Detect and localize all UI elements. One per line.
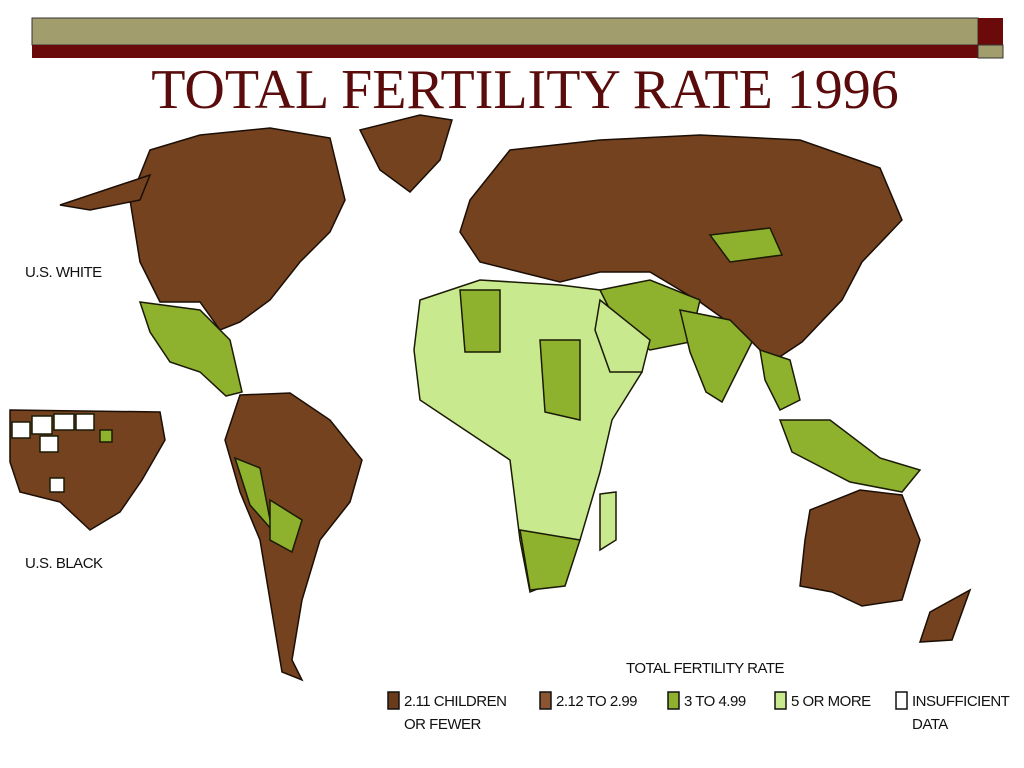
legend: 2.11 CHILDREN OR FEWER 2.12 TO 2.99 3 TO 4.…	[387, 691, 1010, 733]
state	[39, 435, 59, 453]
title: TOTAL FERTILITY RATE 1996	[151, 59, 899, 121]
state	[99, 429, 113, 443]
legend-swatch	[667, 691, 680, 710]
header-square	[977, 44, 1004, 59]
legend-label: INSUFFICIENT	[912, 693, 1010, 710]
india	[678, 309, 753, 404]
australia	[799, 489, 921, 607]
map-label: U.S. WHITE	[25, 264, 102, 281]
sudan	[539, 339, 581, 421]
legend-swatch	[895, 691, 908, 710]
header-bar	[31, 17, 979, 46]
central-america	[138, 301, 243, 397]
state	[75, 413, 95, 431]
arabia	[594, 298, 651, 373]
state	[53, 413, 75, 431]
bolivia	[269, 498, 303, 554]
state	[11, 421, 31, 439]
legend-swatch	[774, 691, 787, 710]
legend-swatch	[539, 691, 552, 710]
alaska	[59, 173, 152, 211]
header-bar	[32, 45, 978, 58]
north-america	[129, 127, 346, 331]
legend-label: OR FEWER	[404, 716, 481, 733]
legend-label: 2.11 CHILDREN	[404, 693, 506, 710]
southeast-asia	[759, 348, 801, 412]
world-map	[59, 114, 972, 682]
us-inset	[9, 409, 166, 531]
mongolia	[708, 227, 784, 263]
legend-label: DATA	[912, 716, 948, 733]
legend-title: TOTAL FERTILITY RATE	[626, 660, 785, 677]
legend-label: 2.12 TO 2.99	[556, 693, 637, 710]
legend-label: 5 OR MORE	[791, 693, 871, 710]
indonesia	[778, 419, 922, 493]
state	[49, 477, 65, 493]
new-zealand	[918, 588, 972, 643]
legend-label: 3 TO 4.99	[684, 693, 746, 710]
map-label: U.S. BLACK	[25, 555, 103, 572]
state	[31, 415, 53, 435]
south-africa	[519, 529, 581, 591]
header-square	[978, 18, 1003, 45]
eurasia	[459, 134, 903, 363]
legend-swatch	[387, 691, 400, 710]
madagascar	[599, 491, 617, 552]
algeria	[459, 289, 501, 353]
greenland	[358, 114, 453, 193]
